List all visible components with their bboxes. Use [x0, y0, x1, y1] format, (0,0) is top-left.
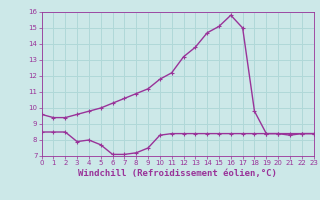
X-axis label: Windchill (Refroidissement éolien,°C): Windchill (Refroidissement éolien,°C): [78, 169, 277, 178]
